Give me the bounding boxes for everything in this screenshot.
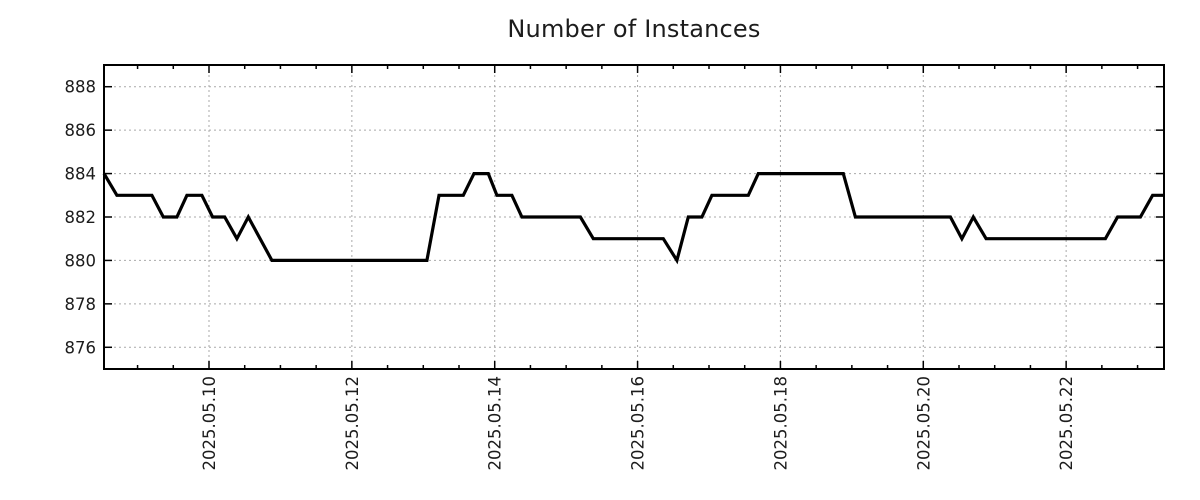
y-tick-label: 882 [65,208,97,227]
x-tick-label: 2025.05.10 [200,376,219,470]
x-tick-label: 2025.05.22 [1057,376,1076,470]
x-tick-label: 2025.05.18 [771,376,790,470]
x-tick-label: 2025.05.12 [343,376,362,470]
x-tick-label: 2025.05.20 [914,376,933,470]
y-tick-label: 886 [65,121,97,140]
chart-title: Number of Instances [507,15,761,43]
y-tick-label: 878 [65,295,97,314]
y-tick-label: 884 [65,165,97,184]
y-tick-label: 876 [65,338,97,357]
x-tick-label: 2025.05.14 [486,376,505,470]
y-tick-label: 880 [65,251,97,270]
y-tick-label: 888 [65,78,97,97]
x-tick-label: 2025.05.16 [629,376,648,470]
data-line [102,172,1164,265]
